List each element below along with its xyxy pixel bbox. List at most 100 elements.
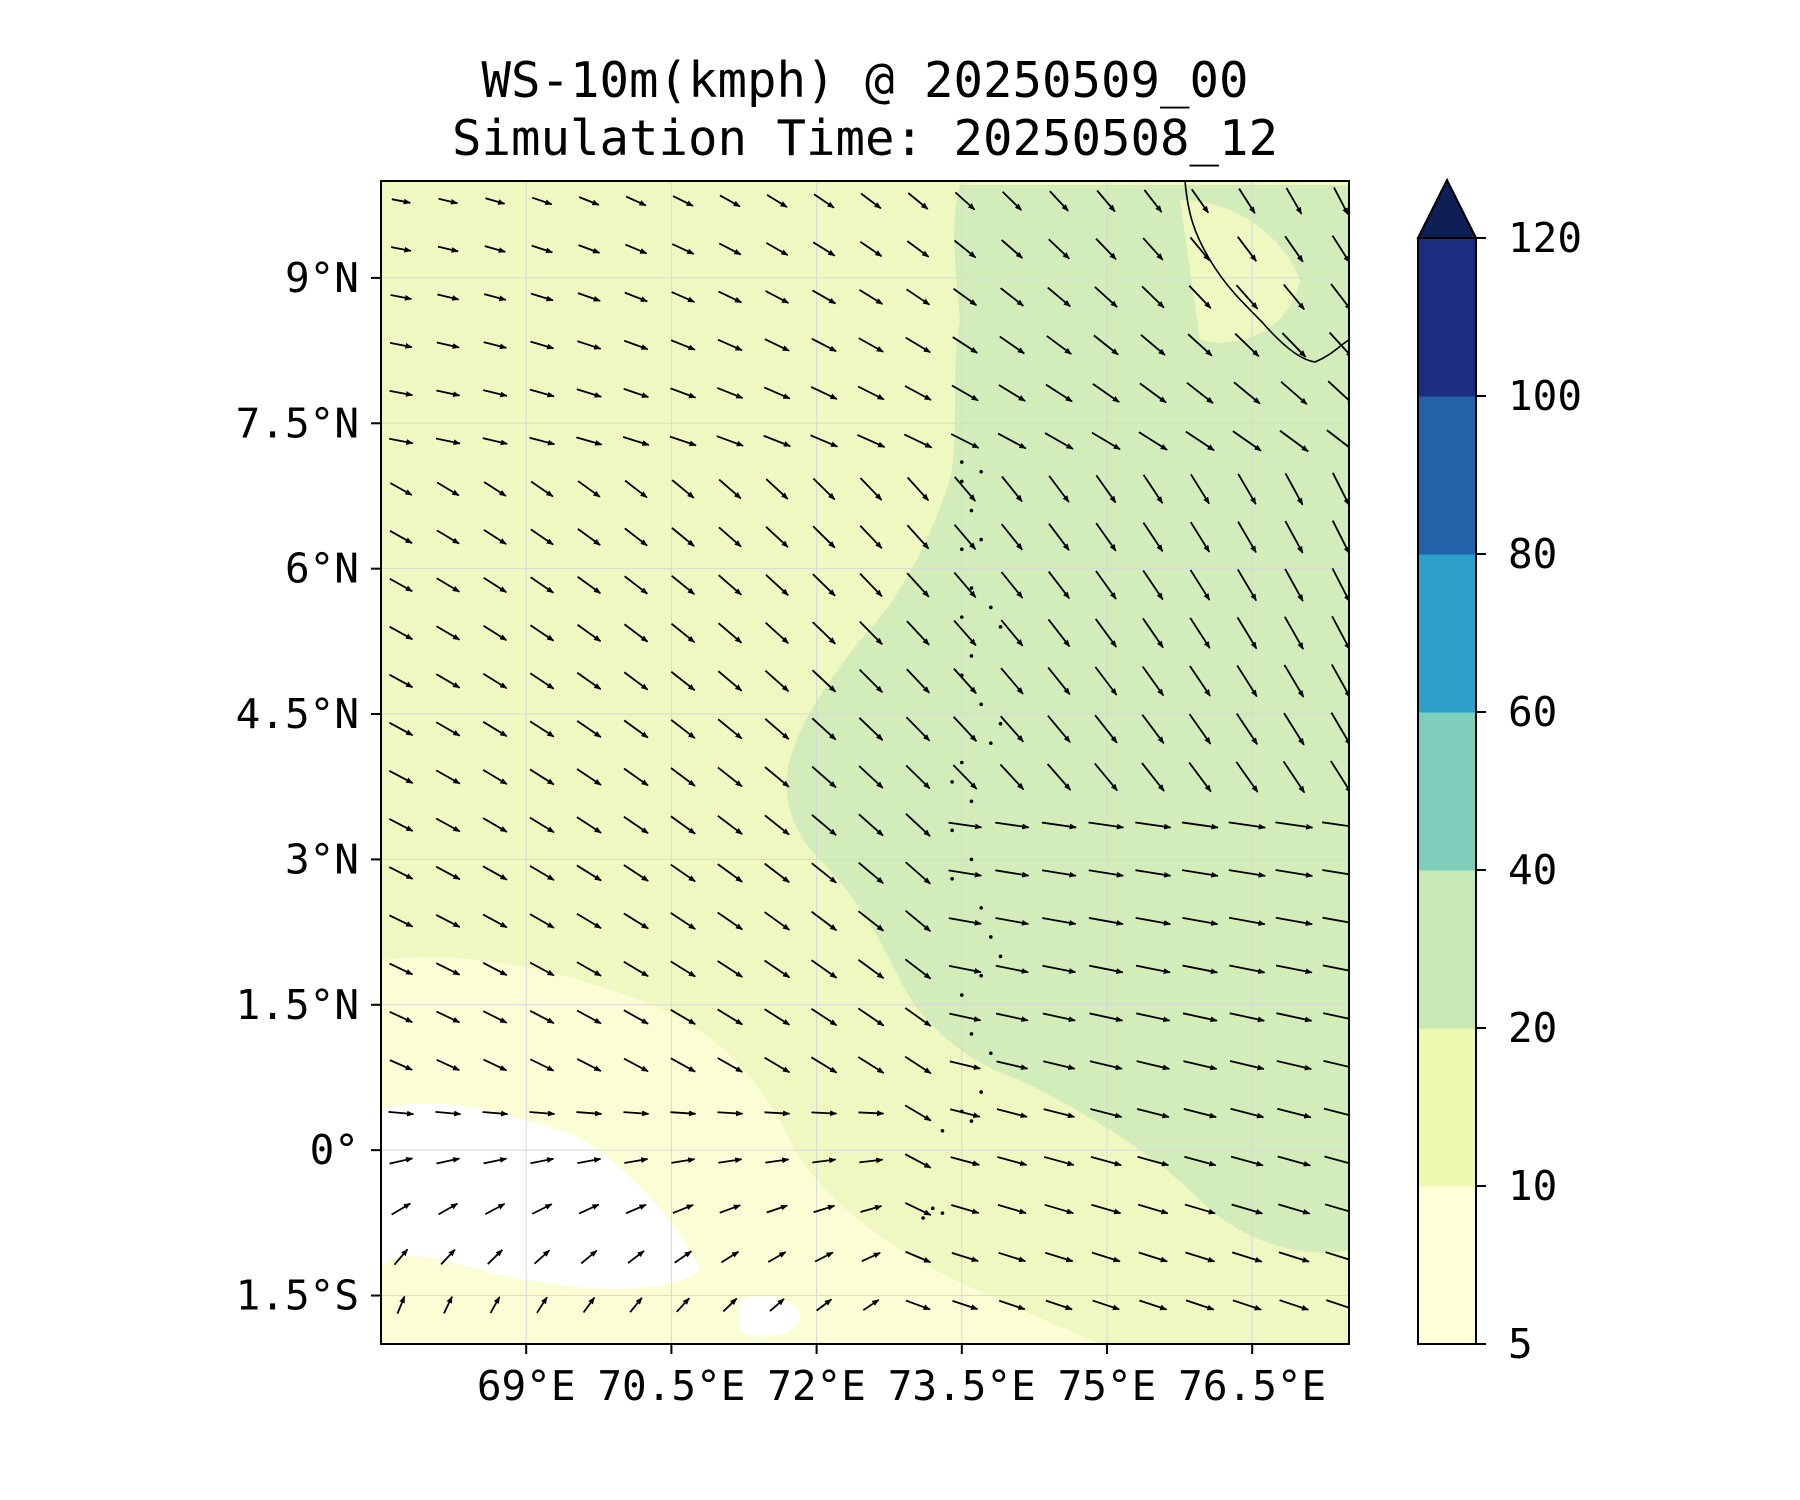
wind-arrow bbox=[576, 1110, 603, 1117]
wind-arrow bbox=[1331, 472, 1349, 506]
wind-arrow bbox=[1281, 332, 1307, 358]
wind-arrow bbox=[1284, 616, 1304, 650]
wind-arrow bbox=[670, 960, 696, 978]
wind-arrow bbox=[388, 770, 414, 784]
wind-arrow bbox=[483, 1058, 508, 1072]
wind-arrow bbox=[576, 720, 602, 738]
wind-arrow bbox=[670, 1110, 697, 1117]
wind-arrow bbox=[1136, 1060, 1171, 1071]
wind-arrow bbox=[1237, 521, 1257, 554]
wind-arrow bbox=[1330, 760, 1349, 794]
island-dot bbox=[960, 993, 964, 997]
wind-arrow bbox=[529, 768, 555, 786]
wind-arrow bbox=[1185, 430, 1215, 452]
wind-arrow bbox=[436, 1157, 461, 1165]
wind-arrow bbox=[435, 437, 461, 446]
wind-arrow bbox=[1141, 665, 1165, 697]
wind-arrow bbox=[816, 1298, 832, 1312]
wind-arrow bbox=[670, 339, 696, 351]
x-tick-label: 73.5°E bbox=[888, 1362, 1036, 1410]
island-dot bbox=[989, 935, 993, 939]
wind-arrow bbox=[625, 243, 648, 255]
wind-arrow bbox=[949, 1060, 981, 1070]
wind-arrow bbox=[483, 481, 507, 497]
y-tick-label: 1.5°N bbox=[236, 981, 359, 1029]
wind-arrow bbox=[952, 1299, 979, 1311]
wind-arrow bbox=[811, 765, 837, 789]
wind-arrow bbox=[435, 817, 461, 833]
wind-arrow bbox=[530, 480, 554, 498]
wind-arrow bbox=[1141, 714, 1165, 744]
colorbar-label: 120 bbox=[1508, 214, 1582, 262]
wind-arrow bbox=[437, 293, 460, 301]
wind-arrow bbox=[396, 1295, 406, 1314]
wind-arrow bbox=[862, 1299, 880, 1311]
y-tick-label: 7.5°N bbox=[236, 399, 359, 447]
wind-arrow bbox=[435, 914, 461, 928]
wind-arrow bbox=[906, 288, 931, 306]
island-dot bbox=[969, 508, 974, 513]
wind-arrow bbox=[1001, 523, 1023, 551]
wind-arrow bbox=[1184, 1155, 1217, 1167]
wind-arrow bbox=[623, 719, 649, 739]
wind-arrow bbox=[1236, 713, 1258, 745]
colorbar: 5 10 20 40 60 80 100 120 bbox=[1416, 177, 1582, 1368]
island-dot bbox=[989, 605, 993, 610]
wind-arrow bbox=[1324, 1155, 1349, 1165]
colorbar-label: 80 bbox=[1508, 530, 1557, 578]
wind-arrow bbox=[393, 1248, 409, 1266]
island-dot bbox=[969, 1032, 974, 1036]
wind-arrow bbox=[1322, 1012, 1349, 1020]
wind-arrow bbox=[951, 1204, 980, 1214]
wind-arrow bbox=[1331, 615, 1349, 651]
field-patch-20-40 bbox=[786, 185, 1349, 1253]
wind-arrow bbox=[1095, 474, 1117, 504]
wind-arrow bbox=[1048, 475, 1070, 503]
wind-arrow bbox=[906, 524, 930, 550]
wind-arrow bbox=[670, 387, 697, 399]
wind-arrow bbox=[859, 1157, 884, 1164]
wind-arrow bbox=[437, 245, 459, 253]
wind-arrow bbox=[391, 198, 411, 205]
wind-arrow bbox=[576, 672, 602, 690]
wind-arrow bbox=[995, 917, 1030, 926]
wind-arrow bbox=[483, 577, 507, 593]
wind-arrow bbox=[1184, 1203, 1216, 1215]
wind-arrow bbox=[436, 1059, 460, 1071]
wind-arrow bbox=[1237, 236, 1257, 262]
wind-arrow bbox=[1278, 1251, 1310, 1263]
wind-arrow bbox=[811, 1110, 838, 1117]
wind-arrow bbox=[1143, 189, 1163, 213]
wind-arrow bbox=[482, 769, 508, 785]
wind-arrow bbox=[670, 767, 696, 787]
island-dot bbox=[989, 1051, 993, 1056]
island-dot bbox=[950, 877, 954, 881]
wind-arrow bbox=[857, 1007, 885, 1027]
wind-arrow bbox=[1229, 964, 1266, 975]
wind-arrow bbox=[1323, 1107, 1349, 1116]
wind-arrow bbox=[1001, 475, 1023, 503]
island-dot bbox=[998, 954, 1003, 959]
wind-arrow bbox=[622, 436, 650, 446]
wind-arrow bbox=[482, 389, 508, 398]
y-tick-label: 3°N bbox=[285, 835, 359, 883]
island-dot bbox=[960, 547, 964, 552]
wind-arrow bbox=[950, 433, 980, 449]
wind-arrow bbox=[1142, 474, 1164, 504]
wind-arrow bbox=[717, 1110, 744, 1117]
wind-arrow bbox=[859, 525, 883, 549]
wind-arrow bbox=[718, 242, 742, 256]
x-tick-label: 76.5°E bbox=[1178, 1362, 1326, 1410]
wind-arrow bbox=[440, 1249, 456, 1265]
wind-arrow bbox=[435, 769, 461, 785]
wind-arrow bbox=[1095, 570, 1117, 600]
wind-arrow bbox=[576, 768, 602, 786]
wind-arrow bbox=[1043, 1060, 1076, 1071]
wind-arrow bbox=[810, 1056, 838, 1074]
wind-arrow bbox=[482, 1010, 508, 1024]
wind-arrow bbox=[718, 574, 742, 596]
wind-arrow bbox=[764, 1008, 791, 1026]
wind-arrow bbox=[1285, 187, 1303, 215]
wind-arrow bbox=[1045, 383, 1073, 403]
wind-arrow bbox=[859, 573, 883, 597]
